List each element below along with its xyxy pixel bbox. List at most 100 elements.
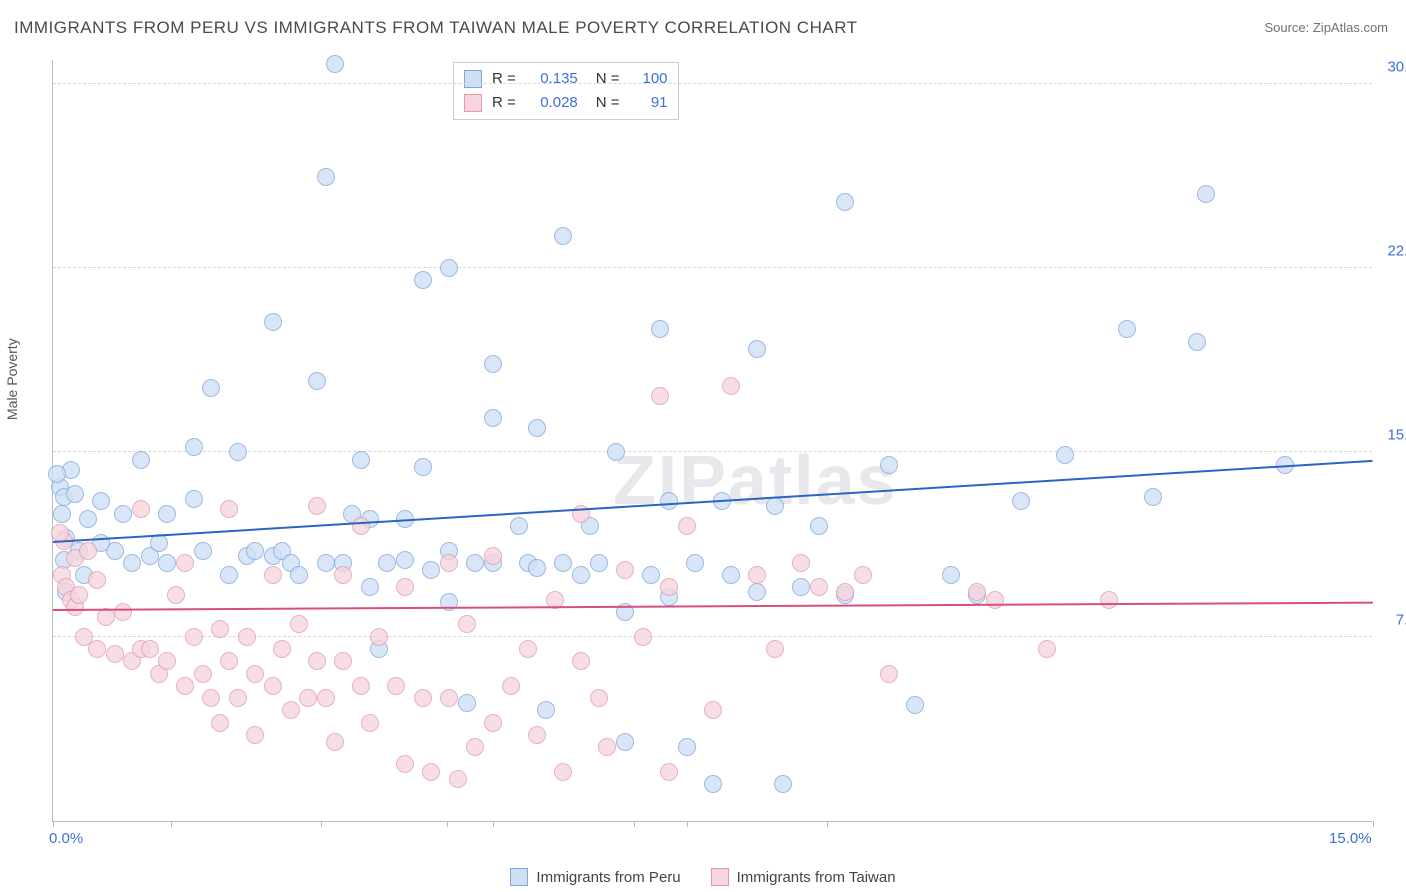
scatter-point	[678, 738, 696, 756]
scatter-point	[114, 603, 132, 621]
legend-item-taiwan: Immigrants from Taiwan	[711, 868, 896, 886]
scatter-point	[106, 645, 124, 663]
scatter-point	[176, 554, 194, 572]
scatter-point	[440, 259, 458, 277]
scatter-point	[660, 763, 678, 781]
stats-swatch	[464, 94, 482, 112]
scatter-point	[651, 320, 669, 338]
scatter-point	[334, 566, 352, 584]
x-tick-mark	[447, 821, 448, 827]
scatter-point	[598, 738, 616, 756]
scatter-point	[836, 583, 854, 601]
scatter-point	[1197, 185, 1215, 203]
scatter-point	[528, 559, 546, 577]
y-tick-label: 7.5%	[1396, 611, 1406, 628]
scatter-point	[1144, 488, 1162, 506]
scatter-point	[1056, 446, 1074, 464]
scatter-point	[396, 578, 414, 596]
scatter-point	[458, 694, 476, 712]
scatter-point	[854, 566, 872, 584]
stats-swatch	[464, 70, 482, 88]
scatter-point	[766, 640, 784, 658]
stats-n-label: N =	[596, 67, 620, 91]
scatter-point	[246, 726, 264, 744]
scatter-point	[114, 505, 132, 523]
scatter-point	[484, 547, 502, 565]
scatter-point	[510, 517, 528, 535]
x-tick-mark	[321, 821, 322, 827]
scatter-point	[502, 677, 520, 695]
scatter-point	[590, 689, 608, 707]
scatter-point	[414, 271, 432, 289]
scatter-point	[880, 665, 898, 683]
scatter-point	[422, 763, 440, 781]
scatter-point	[616, 733, 634, 751]
scatter-point	[246, 665, 264, 683]
scatter-point	[766, 497, 784, 515]
scatter-point	[484, 355, 502, 373]
scatter-point	[1038, 640, 1056, 658]
scatter-point	[220, 566, 238, 584]
scatter-point	[686, 554, 704, 572]
scatter-point	[942, 566, 960, 584]
scatter-point	[185, 628, 203, 646]
scatter-point	[906, 696, 924, 714]
scatter-point	[211, 714, 229, 732]
x-tick-mark	[827, 821, 828, 827]
scatter-point	[48, 465, 66, 483]
scatter-point	[352, 677, 370, 695]
scatter-point	[264, 313, 282, 331]
scatter-point	[387, 677, 405, 695]
scatter-point	[590, 554, 608, 572]
scatter-point	[141, 640, 159, 658]
scatter-point	[66, 485, 84, 503]
y-tick-label: 22.5%	[1387, 242, 1406, 259]
scatter-point	[273, 640, 291, 658]
scatter-point	[220, 500, 238, 518]
scatter-point	[774, 775, 792, 793]
stats-r-value: 0.135	[526, 67, 578, 91]
scatter-point	[1118, 320, 1136, 338]
scatter-point	[484, 714, 502, 732]
scatter-point	[299, 689, 317, 707]
scatter-point	[396, 551, 414, 569]
scatter-point	[554, 763, 572, 781]
legend-swatch-taiwan	[711, 868, 729, 886]
scatter-point	[466, 738, 484, 756]
x-tick-mark	[1373, 821, 1374, 827]
scatter-point	[70, 586, 88, 604]
scatter-point	[352, 517, 370, 535]
scatter-point	[378, 554, 396, 572]
scatter-point	[528, 726, 546, 744]
source-attribution: Source: ZipAtlas.com	[1264, 20, 1388, 35]
scatter-point	[414, 458, 432, 476]
scatter-point	[264, 677, 282, 695]
scatter-point	[158, 554, 176, 572]
legend-label-taiwan: Immigrants from Taiwan	[737, 869, 896, 886]
scatter-point	[537, 701, 555, 719]
scatter-point	[722, 377, 740, 395]
scatter-point	[158, 505, 176, 523]
scatter-point	[229, 689, 247, 707]
scatter-point	[264, 566, 282, 584]
x-tick-label: 15.0%	[1329, 830, 1372, 847]
stats-r-label: R =	[492, 91, 516, 115]
scatter-point	[607, 443, 625, 461]
scatter-point	[176, 677, 194, 695]
scatter-point	[361, 714, 379, 732]
scatter-point	[440, 689, 458, 707]
scatter-point	[194, 542, 212, 560]
trend-line	[53, 601, 1373, 610]
scatter-point	[326, 55, 344, 73]
stats-row: R =0.028N =91	[464, 91, 668, 115]
scatter-point	[352, 451, 370, 469]
trend-line	[53, 460, 1373, 543]
scatter-point	[167, 586, 185, 604]
x-tick-mark	[53, 821, 54, 827]
scatter-point	[246, 542, 264, 560]
scatter-point	[748, 340, 766, 358]
scatter-point	[229, 443, 247, 461]
scatter-point	[317, 168, 335, 186]
correlation-stats-box: R =0.135N =100R =0.028N =91	[453, 62, 679, 120]
scatter-point	[290, 615, 308, 633]
